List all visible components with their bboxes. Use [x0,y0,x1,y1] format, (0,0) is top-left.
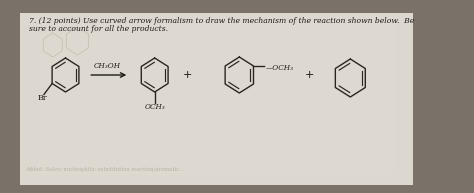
Text: +: + [305,70,314,80]
Text: sure to account for all the products.: sure to account for all the products. [29,25,168,33]
Text: Added: Solve/ nucleophilic substitution reaction/aromatic...: Added: Solve/ nucleophilic substitution … [26,167,184,172]
Text: Br: Br [37,93,47,102]
Text: OCH₃: OCH₃ [144,103,165,111]
Text: CH₃OH: CH₃OH [93,62,120,70]
Text: —OCH₃: —OCH₃ [265,63,293,71]
Text: +: + [183,70,192,80]
Text: 7. (12 points) Use curved arrow formalism to draw the mechanism of the reaction : 7. (12 points) Use curved arrow formalis… [29,17,414,25]
Bar [38,23,395,175]
Bar [20,13,413,185]
